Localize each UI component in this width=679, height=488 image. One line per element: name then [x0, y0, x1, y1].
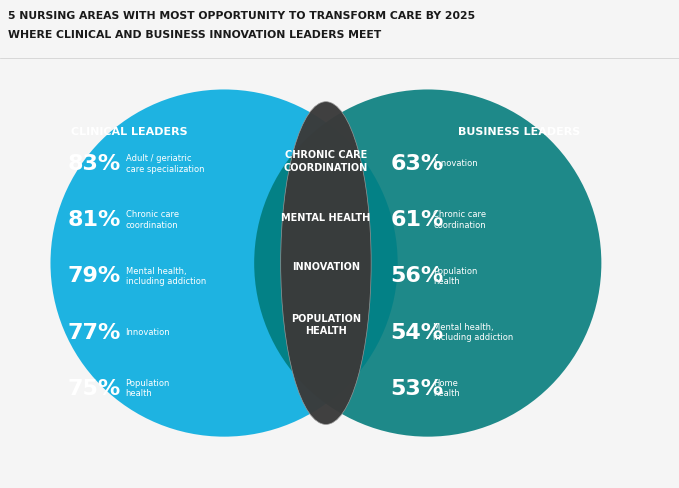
Text: Population
health: Population health [433, 266, 477, 285]
Text: BUSINESS LEADERS: BUSINESS LEADERS [458, 127, 581, 137]
Text: Chronic care
coordination: Chronic care coordination [433, 210, 486, 229]
Text: POPULATION
HEALTH: POPULATION HEALTH [291, 313, 361, 336]
Text: Population
health: Population health [126, 378, 170, 398]
Text: Adult / geriatric
care specialization: Adult / geriatric care specialization [126, 154, 204, 173]
Text: INNOVATION: INNOVATION [292, 261, 360, 271]
Text: Innovation: Innovation [433, 159, 478, 168]
Text: Chronic care
coordination: Chronic care coordination [126, 210, 179, 229]
Ellipse shape [50, 90, 398, 437]
Text: 53%: 53% [390, 378, 443, 398]
Text: MENTAL HEALTH: MENTAL HEALTH [281, 212, 371, 222]
Ellipse shape [254, 90, 602, 437]
Text: CLINICAL LEADERS: CLINICAL LEADERS [71, 127, 187, 137]
Text: Mental health,
including addiction: Mental health, including addiction [126, 266, 206, 285]
Text: 75%: 75% [68, 378, 121, 398]
Text: CHRONIC CARE
COORDINATION: CHRONIC CARE COORDINATION [284, 150, 368, 172]
Text: 81%: 81% [68, 210, 122, 229]
Ellipse shape [280, 102, 371, 425]
Text: 56%: 56% [390, 266, 443, 285]
Text: 77%: 77% [68, 322, 122, 342]
Text: Innovation: Innovation [126, 327, 170, 336]
Text: 79%: 79% [68, 266, 121, 285]
Text: 54%: 54% [390, 322, 443, 342]
Text: 61%: 61% [390, 210, 444, 229]
Text: Mental health,
including addiction: Mental health, including addiction [433, 322, 513, 342]
Text: Home
health: Home health [433, 378, 460, 398]
Text: 5 NURSING AREAS WITH MOST OPPORTUNITY TO TRANSFORM CARE BY 2025: 5 NURSING AREAS WITH MOST OPPORTUNITY TO… [8, 11, 475, 20]
Text: 83%: 83% [68, 154, 121, 173]
Text: WHERE CLINICAL AND BUSINESS INNOVATION LEADERS MEET: WHERE CLINICAL AND BUSINESS INNOVATION L… [8, 30, 382, 40]
Text: 63%: 63% [390, 154, 443, 173]
